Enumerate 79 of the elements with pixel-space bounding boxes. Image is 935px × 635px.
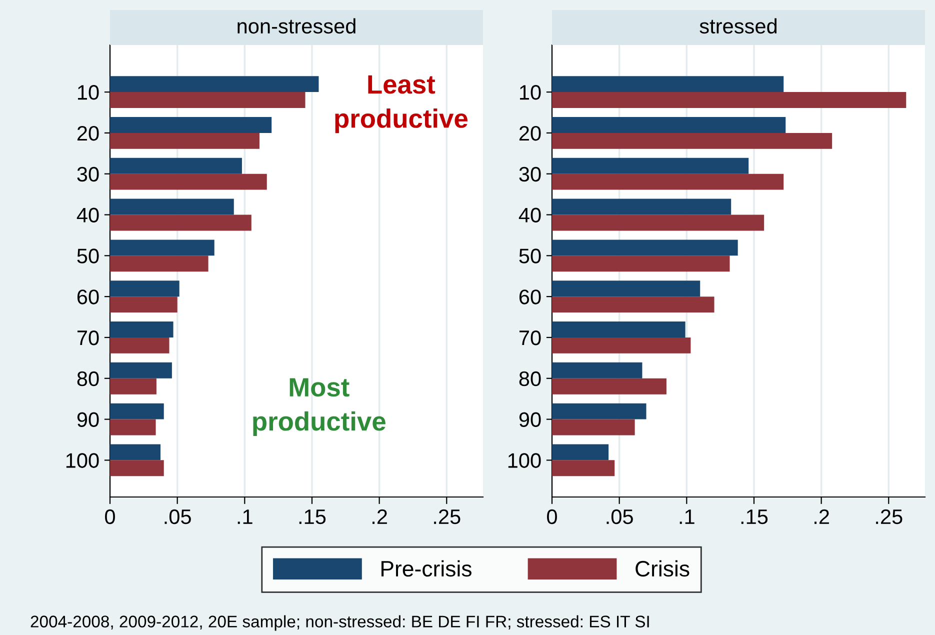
bar xyxy=(110,280,180,297)
bar xyxy=(552,256,730,272)
bar xyxy=(552,76,784,92)
bar xyxy=(110,337,170,354)
y-tick-label: 30 xyxy=(77,166,99,182)
y-tick-label: 60 xyxy=(77,290,99,304)
bar xyxy=(552,92,906,108)
annotation: Most productive xyxy=(253,378,386,436)
bar xyxy=(110,92,306,108)
x-tick-label: 0 xyxy=(547,509,557,524)
x-tick-label: .05 xyxy=(606,509,633,524)
bar xyxy=(552,444,609,460)
bar xyxy=(552,296,714,313)
y-tick-label: 20 xyxy=(77,126,99,141)
y-tick-label: 60 xyxy=(519,290,541,304)
bar xyxy=(110,174,267,190)
y-tick-label: 10 xyxy=(520,85,541,100)
bar xyxy=(110,378,156,394)
y-tick-label: 20 xyxy=(519,126,541,141)
bar xyxy=(110,296,178,313)
bar xyxy=(552,403,646,420)
y-tick-label: 50 xyxy=(77,248,99,264)
x-tick-label: 0 xyxy=(105,509,115,524)
y-tick-label: 90 xyxy=(519,412,541,428)
bar xyxy=(110,76,319,92)
y-tick-label: 70 xyxy=(77,330,99,346)
bar xyxy=(110,132,260,149)
bar xyxy=(110,116,272,133)
bar xyxy=(552,280,700,297)
y-tick-label: 70 xyxy=(519,330,541,346)
y-tick-label: 100 xyxy=(66,453,99,468)
bar xyxy=(110,362,172,378)
bar xyxy=(110,419,156,436)
y-tick-label: 10 xyxy=(78,85,99,100)
x-tick-label: .1 xyxy=(680,510,694,524)
bar xyxy=(110,444,160,460)
bar xyxy=(552,322,686,338)
bar xyxy=(552,198,732,215)
x-tick-label: .15 xyxy=(299,510,326,524)
y-tick-label: 30 xyxy=(519,166,541,182)
bar xyxy=(552,214,764,231)
bar xyxy=(552,362,642,378)
bar xyxy=(552,116,786,133)
bar xyxy=(110,460,164,476)
bar xyxy=(110,322,174,338)
bar xyxy=(552,240,738,256)
bar xyxy=(552,378,666,394)
bar xyxy=(110,256,208,272)
text: 2004-2008, 2009-2012, 20E sample; non-stressed: BE DE FI FR; stressed: ES IT SI xyxy=(30,615,649,631)
x-tick-label: .1 xyxy=(238,510,252,524)
y-tick-label: 80 xyxy=(77,371,99,386)
bar xyxy=(552,337,691,354)
y-tick-label: 80 xyxy=(519,371,541,386)
bar xyxy=(552,174,784,190)
y-tick-label: 50 xyxy=(519,248,541,264)
bar xyxy=(110,403,164,420)
chart-title: stressed xyxy=(700,18,777,34)
y-tick-label: 40 xyxy=(518,208,541,223)
x-tick-label: .15 xyxy=(741,510,768,524)
bar xyxy=(552,460,615,476)
bar xyxy=(552,132,832,149)
x-tick-label: .05 xyxy=(164,509,191,524)
legend-label: Pre-crisis xyxy=(382,560,472,577)
x-tick-label: .25 xyxy=(434,509,460,524)
bar xyxy=(110,158,242,174)
x-tick-label: .25 xyxy=(876,509,902,524)
bar xyxy=(110,198,234,215)
bar xyxy=(110,240,214,256)
annotation: Least productive xyxy=(335,75,468,134)
x-tick-label: .2 xyxy=(814,509,829,524)
y-tick-label: 90 xyxy=(77,412,99,428)
bar xyxy=(110,214,252,231)
bar xyxy=(552,419,635,436)
x-tick-label: .2 xyxy=(372,509,387,524)
chart-title: non-stressed xyxy=(238,18,356,34)
bar xyxy=(552,158,749,174)
legend-label: Crisis xyxy=(636,560,690,577)
y-tick-label: 40 xyxy=(76,208,99,223)
y-tick-label: 100 xyxy=(508,453,541,468)
